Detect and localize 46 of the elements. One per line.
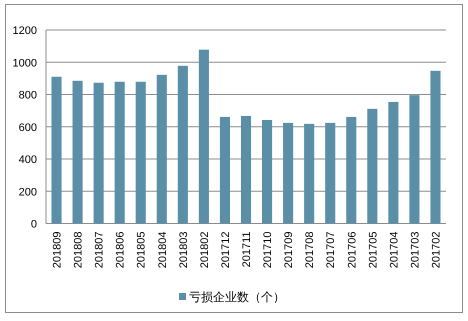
bar bbox=[430, 70, 441, 224]
x-tick-label: 201707 bbox=[325, 232, 338, 268]
bar bbox=[240, 116, 252, 224]
bar bbox=[94, 82, 104, 224]
y-tick-label: 800 bbox=[18, 90, 37, 102]
bar bbox=[346, 116, 356, 224]
y-tick-label: 0 bbox=[30, 218, 37, 230]
x-tick-label: 201704 bbox=[388, 232, 400, 268]
x-tick-label: 201710 bbox=[262, 232, 274, 268]
bar bbox=[325, 122, 336, 224]
bar bbox=[114, 82, 125, 224]
x-tick-label: 201703 bbox=[409, 232, 422, 268]
bar bbox=[367, 108, 378, 224]
x-tick-label: 201705 bbox=[367, 232, 380, 268]
bar bbox=[156, 74, 167, 224]
y-tick-label: 1200 bbox=[12, 25, 37, 37]
bar bbox=[72, 80, 83, 224]
x-tick-label: 201803 bbox=[178, 232, 190, 268]
x-tick-label: 201809 bbox=[52, 232, 64, 268]
bar bbox=[304, 124, 314, 224]
x-tick-label: 201804 bbox=[156, 232, 169, 268]
x-tick-label: 201802 bbox=[198, 232, 211, 268]
legend-label: 亏损企业数（个） bbox=[189, 290, 285, 304]
bar bbox=[198, 50, 209, 224]
x-tick-label: 201711 bbox=[241, 232, 253, 268]
bar bbox=[262, 120, 272, 224]
bar bbox=[283, 122, 294, 224]
y-tick-label: 400 bbox=[18, 154, 37, 166]
x-tick-label: 201805 bbox=[136, 232, 148, 268]
y-tick-label: 200 bbox=[18, 186, 37, 198]
x-tick-label: 201807 bbox=[94, 232, 106, 268]
y-tick-label: 1000 bbox=[12, 57, 37, 70]
bar bbox=[51, 76, 62, 224]
y-tick-label: 600 bbox=[18, 122, 37, 134]
x-tick-label: 201702 bbox=[430, 232, 442, 268]
bar bbox=[388, 102, 398, 224]
bar bbox=[409, 95, 420, 224]
bar bbox=[178, 66, 188, 224]
bar bbox=[136, 82, 146, 224]
bar bbox=[220, 116, 230, 224]
x-tick-label: 201708 bbox=[304, 232, 316, 268]
x-tick-label: 201709 bbox=[283, 232, 296, 268]
x-tick-label: 201808 bbox=[72, 232, 85, 268]
x-tick-label: 201706 bbox=[346, 232, 358, 268]
x-tick-label: 201712 bbox=[220, 232, 232, 268]
x-tick-label: 201806 bbox=[114, 232, 127, 268]
